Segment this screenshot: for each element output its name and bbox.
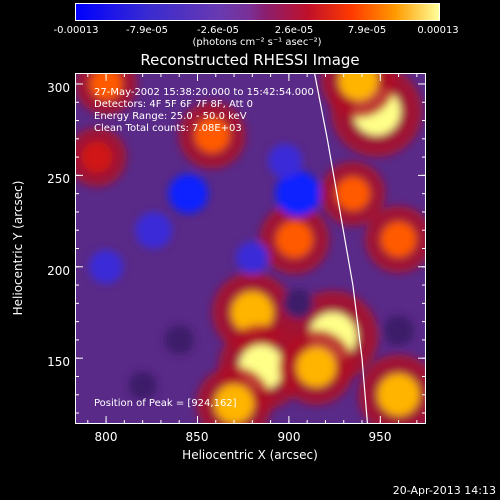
timestamp: 20-Apr-2013 14:13 [392,484,496,497]
heatmap-blob [164,325,195,355]
heatmap-blobs [75,73,426,424]
x-axis-label: Heliocentric X (arcsec) [182,448,318,462]
heatmap-blob [296,347,337,388]
colorbar [75,3,440,21]
info-energy: Energy Range: 25.0 - 50.0 keV [94,111,247,122]
y-tick-label: 300 [47,81,70,95]
colorbar-tick: 2.6e-05 [274,25,314,36]
colorbar-tick: -7.9e-05 [126,25,168,36]
heatmap-blob [128,371,157,400]
heatmap-blob [236,241,269,274]
x-tick-label: 850 [185,430,209,444]
heatmap-blob [268,143,303,178]
info-time: 27-May-2002 15:38:20.000 to 15:42:54.000 [94,87,314,98]
peak-position-label: Position of Peak = [924,162] [94,398,237,409]
heatmap-blob [89,73,123,101]
colorbar-tick: -0.00013 [53,25,99,36]
colorbar-tick: 0.00013 [417,25,459,36]
x-tick-label: 950 [368,430,392,444]
info-detectors: Detectors: 4F 5F 6F 7F 8F, Att 0 [94,99,254,110]
y-tick-label: 200 [47,264,70,278]
heatmap-blob [338,73,379,101]
heatmap-blob [275,220,313,258]
chart-title: Reconstructed RHESSI Image [140,51,360,69]
x-tick-label: 900 [277,430,301,444]
heatmap-blob [382,315,415,347]
solar-limb-curve [313,73,369,424]
heatmap-blob [214,384,254,424]
y-axis-label: Heliocentric Y (arcsec) [11,180,25,316]
heatmap-blob [335,176,370,211]
heatmap-blob [135,211,173,249]
heatmap-blob [380,221,417,258]
y-tick-label: 150 [47,355,70,369]
colorbar-units: (photons cm⁻² s⁻¹ asec⁻²) [192,37,322,48]
heatmap-blob [231,291,274,334]
info-clean: Clean Total counts: 7.08E+03 [94,123,242,134]
colorbar-tick: -2.6e-05 [197,25,239,36]
heatmap-blob [377,373,420,416]
heatmap-blob [168,173,209,214]
y-tick-label: 250 [47,172,70,186]
heatmap-blob [275,171,321,217]
heatmap-blob [283,288,313,319]
heatmap-blob [81,141,113,173]
heatmap-blob [194,117,230,153]
heatmap-blob [89,249,124,284]
colorbar-tick: 7.9e-05 [347,25,387,36]
heatmap-plot [75,73,426,424]
x-tick-label: 800 [94,430,118,444]
axis-ticks [75,73,426,424]
